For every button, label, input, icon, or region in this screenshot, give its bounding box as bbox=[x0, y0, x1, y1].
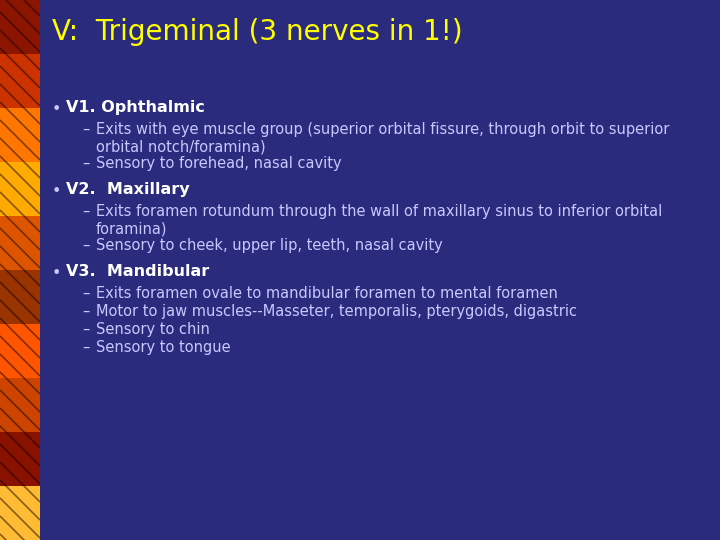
Text: Motor to jaw muscles--Masseter, temporalis, pterygoids, digastric: Motor to jaw muscles--Masseter, temporal… bbox=[96, 304, 577, 319]
Text: Exits foramen ovale to mandibular foramen to mental foramen: Exits foramen ovale to mandibular forame… bbox=[96, 286, 558, 301]
Text: Sensory to forehead, nasal cavity: Sensory to forehead, nasal cavity bbox=[96, 156, 341, 171]
Text: Exits with eye muscle group (superior orbital fissure, through orbit to superior: Exits with eye muscle group (superior or… bbox=[96, 122, 670, 137]
Text: Sensory to chin: Sensory to chin bbox=[96, 322, 210, 337]
Text: Sensory to cheek, upper lip, teeth, nasal cavity: Sensory to cheek, upper lip, teeth, nasa… bbox=[96, 238, 443, 253]
Bar bbox=[0, 108, 40, 162]
Text: Sensory to tongue: Sensory to tongue bbox=[96, 340, 230, 355]
Bar bbox=[0, 216, 40, 270]
Bar bbox=[0, 270, 40, 324]
Text: •: • bbox=[52, 102, 61, 117]
Text: –: – bbox=[82, 156, 89, 171]
Text: –: – bbox=[82, 322, 89, 337]
Text: V1. Ophthalmic: V1. Ophthalmic bbox=[66, 100, 205, 115]
Text: V2.  Maxillary: V2. Maxillary bbox=[66, 182, 189, 197]
Text: –: – bbox=[82, 122, 89, 137]
Text: –: – bbox=[82, 286, 89, 301]
Text: •: • bbox=[52, 266, 61, 281]
Text: –: – bbox=[82, 238, 89, 253]
Text: orbital notch/foramina): orbital notch/foramina) bbox=[96, 140, 266, 155]
Bar bbox=[0, 54, 40, 108]
Bar bbox=[0, 0, 40, 54]
Text: V:  Trigeminal (3 nerves in 1!): V: Trigeminal (3 nerves in 1!) bbox=[52, 18, 463, 46]
Text: –: – bbox=[82, 340, 89, 355]
Bar bbox=[0, 162, 40, 216]
Text: •: • bbox=[52, 184, 61, 199]
Bar bbox=[0, 324, 40, 378]
Text: –: – bbox=[82, 204, 89, 219]
Bar bbox=[0, 486, 40, 540]
Text: Exits foramen rotundum through the wall of maxillary sinus to inferior orbital: Exits foramen rotundum through the wall … bbox=[96, 204, 662, 219]
Bar bbox=[0, 432, 40, 486]
Text: foramina): foramina) bbox=[96, 222, 168, 237]
Bar bbox=[0, 378, 40, 432]
Text: V3.  Mandibular: V3. Mandibular bbox=[66, 264, 210, 279]
Text: –: – bbox=[82, 304, 89, 319]
